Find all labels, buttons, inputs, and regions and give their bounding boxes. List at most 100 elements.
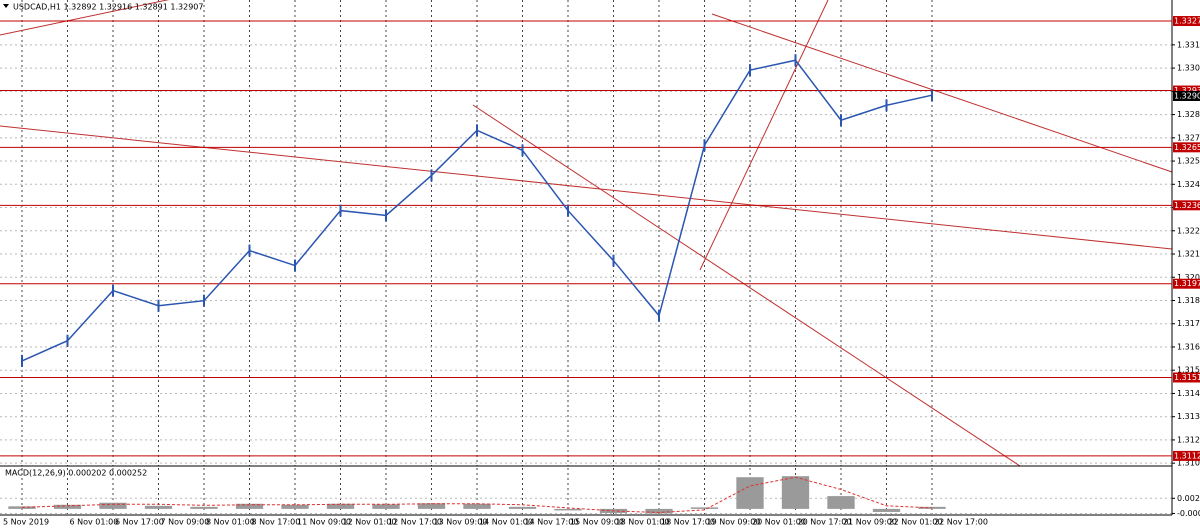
price-bar (521, 144, 524, 157)
x-tick-label: 12 Nov 01:00 (343, 518, 397, 527)
trend-line (0, 125, 1173, 250)
price-bar (658, 309, 660, 322)
x-tick-label: 20 Nov 01:00 (752, 518, 806, 527)
macd-bar (190, 506, 218, 509)
y-tick-label: 1.32815 (1177, 110, 1200, 119)
trend-lines (0, 0, 1173, 467)
level-label-box (1173, 85, 1200, 96)
y-tick-label: 1.31550 (1177, 366, 1200, 375)
level-label-box (1173, 450, 1200, 461)
x-tick-label: 19 Nov 09:00 (707, 518, 761, 527)
macd-bar (872, 508, 901, 512)
macd-bar (144, 505, 173, 509)
level-label: 1.31514 (1174, 373, 1200, 382)
macd-bar (827, 496, 855, 509)
y-tick-label: 1.31895 (1177, 296, 1200, 305)
macd-bar (736, 477, 764, 509)
x-tick-label: 5 Nov 2019 (3, 518, 49, 527)
price-bar (931, 89, 933, 102)
macd-bar (99, 502, 127, 509)
y-tick-label: 1.31090 (1177, 459, 1200, 468)
price-bar (703, 139, 706, 152)
macd-bar (554, 508, 582, 511)
price-bar (567, 204, 569, 217)
last-price-label: 1.32907 (1174, 91, 1200, 100)
x-tick-label: 15 Nov 09:00 (570, 518, 624, 527)
y-tick-label: 1.31435 (1177, 389, 1200, 398)
price-bar (476, 124, 478, 137)
macd-bar (417, 503, 446, 509)
level-label: 1.32366 (1174, 201, 1200, 210)
x-tick-label: 22 Nov 01:00 (889, 518, 943, 527)
price-bar (157, 299, 160, 312)
x-tick-label: 14 Nov 01:00 (479, 518, 533, 527)
x-tick-label: 18 Nov 17:00 (661, 518, 715, 527)
last-price-box (1173, 90, 1200, 101)
signal-line (21, 476, 933, 513)
level-label-box (1173, 372, 1200, 383)
price-bar (339, 204, 342, 217)
macd-bar (781, 476, 810, 509)
y-tick-label: 0.002070 (1177, 494, 1200, 503)
chart-title: USDCAD,H1 1.32892 1.32916 1.32891 1.3290… (13, 3, 203, 12)
price-bar (749, 64, 751, 77)
y-tick-label: 1.31665 (1177, 342, 1200, 351)
macd-bar (8, 506, 36, 509)
y-tick-label: 1.31320 (1177, 412, 1200, 421)
level-label-box (1173, 142, 1200, 153)
y-tick-label: 1.32700 (1177, 133, 1200, 142)
price-bar (612, 254, 615, 267)
x-tick-label: 6 Nov 17:00 (115, 518, 164, 527)
trend-line (0, 0, 170, 36)
macd-bar (235, 503, 264, 509)
macd-bar (690, 507, 719, 509)
price-bar (294, 259, 296, 272)
menu-icon[interactable] (3, 4, 9, 8)
level-label-box (1173, 16, 1200, 27)
level-label: 1.31978 (1174, 279, 1200, 288)
macd-bar (508, 506, 537, 509)
price-bar (203, 294, 205, 307)
level-label: 1.32934 (1174, 86, 1200, 95)
price-bar (885, 99, 888, 112)
level-label: 1.32653 (1174, 143, 1200, 152)
x-tick-label: 7 Nov 09:00 (161, 518, 210, 527)
price-bar (248, 244, 251, 257)
x-tick-label: 14 Nov 17:00 (525, 518, 579, 527)
x-tick-label: 6 Nov 01:00 (70, 518, 119, 527)
macd-bar (463, 503, 491, 509)
y-tick-label: 1.33160 (1177, 40, 1200, 49)
price-bar (430, 169, 433, 182)
x-tick-label: 8 Nov 17:00 (252, 518, 301, 527)
trend-line (711, 13, 1173, 173)
macd-bar (281, 504, 309, 509)
x-tick-label: 22 Nov 17:00 (934, 518, 988, 527)
x-tick-label: 20 Nov 17:00 (798, 518, 852, 527)
y-tick-label: -0.00089 (1177, 509, 1200, 518)
y-tick-label: 1.32470 (1177, 180, 1200, 189)
price-bar (21, 354, 23, 367)
y-tick-label: 1.33045 (1177, 64, 1200, 73)
price-bar (840, 114, 842, 127)
x-tick-label: 11 Nov 09:00 (297, 518, 351, 527)
y-tick-label: 1.31780 (1177, 319, 1200, 328)
y-tick-label: 1.31205 (1177, 435, 1200, 444)
x-tick-label: 13 Nov 09:00 (434, 518, 488, 527)
macd-bar (53, 504, 82, 509)
level-label: 1.33278 (1174, 17, 1200, 26)
price-bar (385, 209, 387, 222)
trend-line (699, 0, 829, 271)
y-tick-label: 1.32585 (1177, 157, 1200, 166)
macd-title: MACD(12,26,9) 0.000202 0.000252 (5, 469, 147, 478)
macd-bar (326, 503, 355, 509)
y-tick-label: 1.32010 (1177, 273, 1200, 282)
level-label-box (1173, 278, 1200, 289)
level-label-box (1173, 200, 1200, 211)
level-label: 1.31126 (1174, 451, 1200, 460)
x-tick-label: 21 Nov 09:00 (843, 518, 897, 527)
x-tick-label: 8 Nov 01:00 (206, 518, 255, 527)
x-tick-label: 12 Nov 17:00 (388, 518, 442, 527)
price-bar (794, 54, 797, 67)
